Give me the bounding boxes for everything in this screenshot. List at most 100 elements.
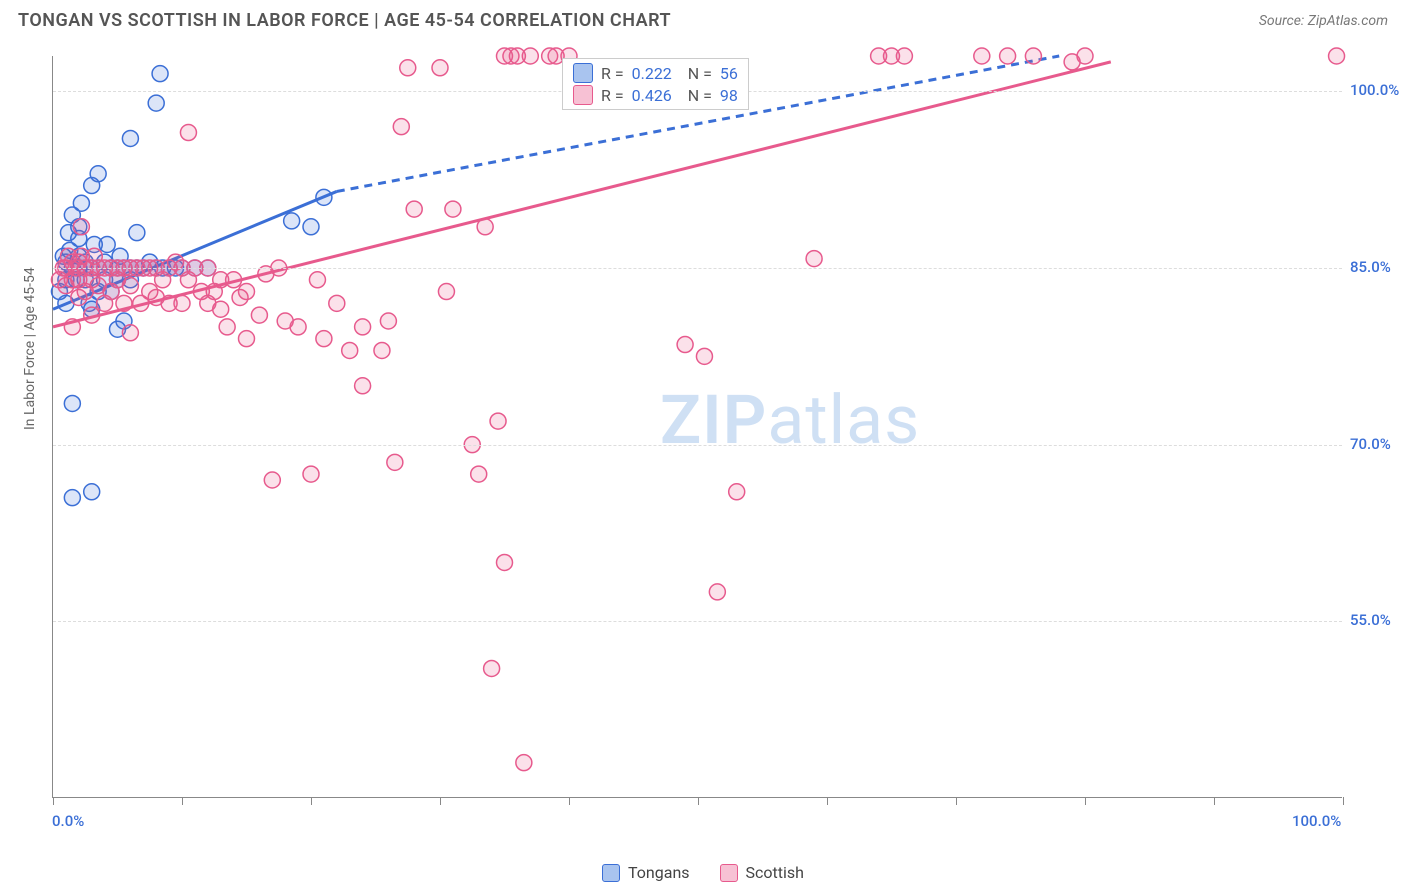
y-tick-label: 100.0% [1350, 81, 1399, 99]
scatter-point [503, 48, 519, 64]
series-legend-label: Scottish [746, 863, 804, 882]
scatter-point [1025, 48, 1041, 64]
legend-n-value: 56 [720, 64, 738, 83]
scatter-point [284, 213, 300, 229]
legend-swatch [720, 864, 738, 882]
series-legend: Tongans Scottish [0, 863, 1406, 882]
x-tick [956, 797, 957, 805]
scatter-point [239, 284, 255, 300]
y-tick-label: 85.0% [1350, 258, 1391, 276]
chart-source: Source: ZipAtlas.com [1259, 13, 1388, 29]
x-tick [1214, 797, 1215, 805]
scatter-point [709, 584, 725, 600]
scatter-point [84, 484, 100, 500]
x-tick [311, 797, 312, 805]
scatter-point [400, 60, 416, 76]
x-tick [1343, 797, 1344, 805]
legend-r-label: R = [601, 64, 624, 83]
correlation-legend: R = 0.222 N = 56R = 0.426 N = 98 [562, 58, 749, 110]
scatter-point [484, 660, 500, 676]
gridline-h [53, 268, 1342, 269]
x-tick [53, 797, 54, 805]
scatter-point [438, 284, 454, 300]
scatter-point [387, 454, 403, 470]
scatter-point [471, 466, 487, 482]
scatter-point [122, 278, 138, 294]
scatter-point [239, 331, 255, 347]
scatter-point [73, 195, 89, 211]
scatter-point [99, 236, 115, 252]
scatter-point [497, 554, 513, 570]
legend-swatch [573, 63, 593, 83]
legend-n-label: N = [680, 86, 712, 105]
scatter-point [490, 413, 506, 429]
x-tick [182, 797, 183, 805]
scatter-point [406, 201, 422, 217]
scatter-point [974, 48, 990, 64]
y-tick-label: 70.0% [1350, 435, 1391, 453]
y-tick-label: 55.0% [1350, 611, 1391, 629]
scatter-point [174, 295, 190, 311]
scatter-point [213, 301, 229, 317]
scatter-point [122, 130, 138, 146]
x-tick-label: 100.0% [1292, 812, 1341, 830]
scatter-point [696, 348, 712, 364]
legend-swatch [573, 85, 593, 105]
scatter-point [445, 201, 461, 217]
scatter-point [1000, 48, 1016, 64]
scatter-point [374, 342, 390, 358]
scatter-point [309, 272, 325, 288]
scatter-point [380, 313, 396, 329]
scatter-point [290, 319, 306, 335]
scatter-point [64, 395, 80, 411]
scatter-point [329, 295, 345, 311]
legend-n-label: N = [680, 64, 712, 83]
legend-row: R = 0.426 N = 98 [573, 85, 738, 105]
scatter-point [148, 95, 164, 111]
scatter-point [355, 319, 371, 335]
legend-r-value: 0.222 [632, 64, 672, 83]
legend-r-value: 0.426 [632, 86, 672, 105]
scatter-point [264, 472, 280, 488]
chart-title: TONGAN VS SCOTTISH IN LABOR FORCE | AGE … [18, 10, 671, 31]
series-legend-label: Tongans [628, 863, 690, 882]
chart-plot-area [52, 56, 1342, 798]
legend-r-label: R = [601, 86, 624, 105]
series-legend-item: Scottish [720, 863, 804, 882]
y-axis-label: In Labor Force | Age 45-54 [22, 267, 38, 430]
scatter-point [393, 119, 409, 135]
scatter-point [73, 219, 89, 235]
scatter-point [219, 319, 235, 335]
scatter-point [522, 48, 538, 64]
x-tick [569, 797, 570, 805]
legend-row: R = 0.222 N = 56 [573, 63, 738, 83]
legend-n-value: 98 [720, 86, 738, 105]
scatter-point [251, 307, 267, 323]
series-legend-item: Tongans [602, 863, 690, 882]
scatter-point [316, 331, 332, 347]
scatter-point [180, 125, 196, 141]
scatter-point [677, 337, 693, 353]
x-tick-label: 0.0% [52, 812, 84, 830]
x-tick [827, 797, 828, 805]
x-tick [1085, 797, 1086, 805]
scatter-point [122, 325, 138, 341]
chart-svg [53, 56, 1342, 797]
scatter-point [342, 342, 358, 358]
x-tick [440, 797, 441, 805]
x-tick [698, 797, 699, 805]
gridline-h [53, 621, 1342, 622]
scatter-point [1077, 48, 1093, 64]
scatter-point [729, 484, 745, 500]
gridline-h [53, 445, 1342, 446]
scatter-point [303, 466, 319, 482]
legend-swatch [602, 864, 620, 882]
scatter-point [355, 378, 371, 394]
scatter-point [896, 48, 912, 64]
scatter-point [806, 251, 822, 267]
scatter-point [129, 225, 145, 241]
scatter-point [152, 66, 168, 82]
scatter-point [303, 219, 319, 235]
scatter-point [432, 60, 448, 76]
chart-header: TONGAN VS SCOTTISH IN LABOR FORCE | AGE … [18, 10, 1388, 31]
